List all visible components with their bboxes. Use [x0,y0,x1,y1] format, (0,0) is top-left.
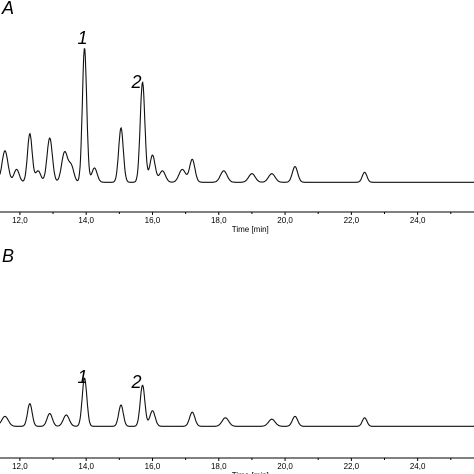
x-tick-label: 18,0 [211,216,227,225]
panel-b: B 12,0 14,0 16,0 18,0 20,0 22,0 24,0 Time [min] 1… [0,246,474,474]
chromatogram-trace [0,48,474,183]
x-tick-label: 20,0 [277,216,293,225]
panel-label: A [1,0,14,18]
x-tick-label: 18,0 [211,462,227,471]
x-tick-label: 12,0 [12,462,28,471]
x-tick-label: 16,0 [145,462,161,471]
x-tick-label: 20,0 [277,462,293,471]
panel-a: A 12,0 14,0 16,0 18,0 20,0 22,0 24,0 Time [min] 1… [0,0,474,234]
x-tick-label: 16,0 [145,216,161,225]
x-tick-label: 24,0 [410,216,426,225]
x-tick-label: 22,0 [344,462,360,471]
peak-annotation: 2 [131,372,142,392]
chromatogram-trace [0,377,474,427]
peak-annotation: 1 [78,28,88,48]
x-tick-label: 22,0 [344,216,360,225]
panel-label: B [2,246,14,266]
x-axis-title: Time [min] [232,471,269,474]
peak-annotation: 2 [131,72,142,92]
x-tick-label: 24,0 [410,462,426,471]
x-tick-label: 12,0 [12,216,28,225]
peak-annotation: 1 [78,367,88,387]
x-tick-label: 14,0 [78,462,94,471]
x-tick-label: 14,0 [78,216,94,225]
x-axis-title: Time [min] [232,225,269,234]
